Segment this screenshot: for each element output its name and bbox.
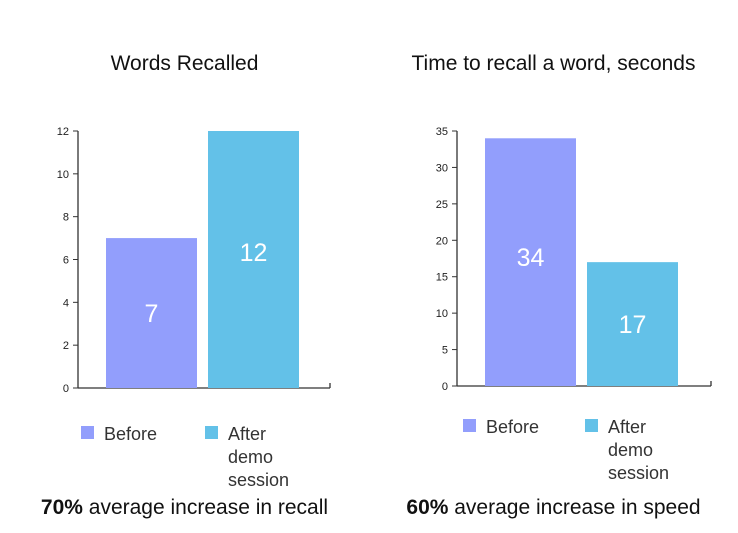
legend-label-after: After demo session — [228, 423, 289, 492]
summary-text: 70% average increase in recall — [0, 496, 369, 520]
chart-title: Time to recall a word, seconds — [411, 52, 696, 75]
y-tick-label: 0 — [63, 383, 69, 395]
y-tick-label: 2 — [63, 340, 69, 352]
bar-before — [106, 238, 197, 388]
bar-after — [587, 262, 678, 386]
y-tick-label: 30 — [436, 162, 448, 174]
y-tick-label: 20 — [436, 235, 448, 247]
bar-value-label: 12 — [240, 239, 268, 267]
bar-value-label: 34 — [517, 244, 545, 272]
y-tick-label: 10 — [436, 308, 448, 320]
chart-panel-time-to-recall: Time to recall a word, seconds 0 5 10 15 20 2… — [369, 0, 738, 533]
summary-highlight: 60% — [406, 496, 449, 519]
bar-after — [208, 131, 299, 388]
legend-label-after-line1: After demo — [228, 424, 274, 467]
y-tick-label: 12 — [57, 126, 69, 138]
legend-label-after-line2: session — [608, 463, 670, 483]
y-tick-label: 25 — [436, 199, 448, 211]
chart-panel-words-recalled: Words Recalled 0 2 4 6 8 10 12 7 12 Before After… — [0, 52, 369, 520]
chart-title: Words Recalled — [110, 52, 259, 75]
y-tick-label: 0 — [442, 381, 448, 393]
summary-highlight: 70% — [40, 496, 83, 519]
summary-rest: average increase in speed — [448, 496, 701, 519]
legend-swatch-before — [463, 419, 476, 432]
legend-label-before: Before — [486, 417, 540, 437]
legend-label-after-line2: session — [228, 470, 290, 490]
y-tick-label: 4 — [63, 297, 69, 309]
legend-label-after: After demo session — [608, 416, 669, 485]
y-tick-label: 6 — [63, 255, 69, 267]
bar-before — [485, 138, 576, 386]
y-tick-label: 10 — [57, 169, 69, 181]
legend-item-after: After demo session — [205, 423, 289, 492]
time-to-recall-chart: 0 5 10 15 20 25 30 35 34 17 — [436, 126, 712, 393]
bar-value-label: 17 — [619, 311, 647, 339]
legend-item-after: After demo session — [585, 416, 669, 485]
legend-item-before: Before — [463, 416, 539, 439]
legend-swatch-after — [205, 426, 218, 439]
y-tick-label: 15 — [436, 272, 448, 284]
y-tick-label: 8 — [63, 212, 69, 224]
legend-label-after-line1: After demo — [608, 417, 654, 460]
y-tick-label: 35 — [436, 126, 448, 138]
bar-value-label: 7 — [145, 300, 159, 328]
summary-rest: average increase in recall — [82, 496, 329, 519]
y-tick-label: 5 — [442, 345, 448, 357]
legend-label-before: Before — [104, 424, 158, 444]
legend-swatch-before — [81, 426, 94, 439]
legend-item-before: Before — [81, 423, 157, 446]
summary-text: 60% average increase in speed — [369, 496, 738, 520]
words-recalled-chart: 0 2 4 6 8 10 12 7 12 — [57, 126, 331, 395]
legend-swatch-after — [585, 419, 598, 432]
